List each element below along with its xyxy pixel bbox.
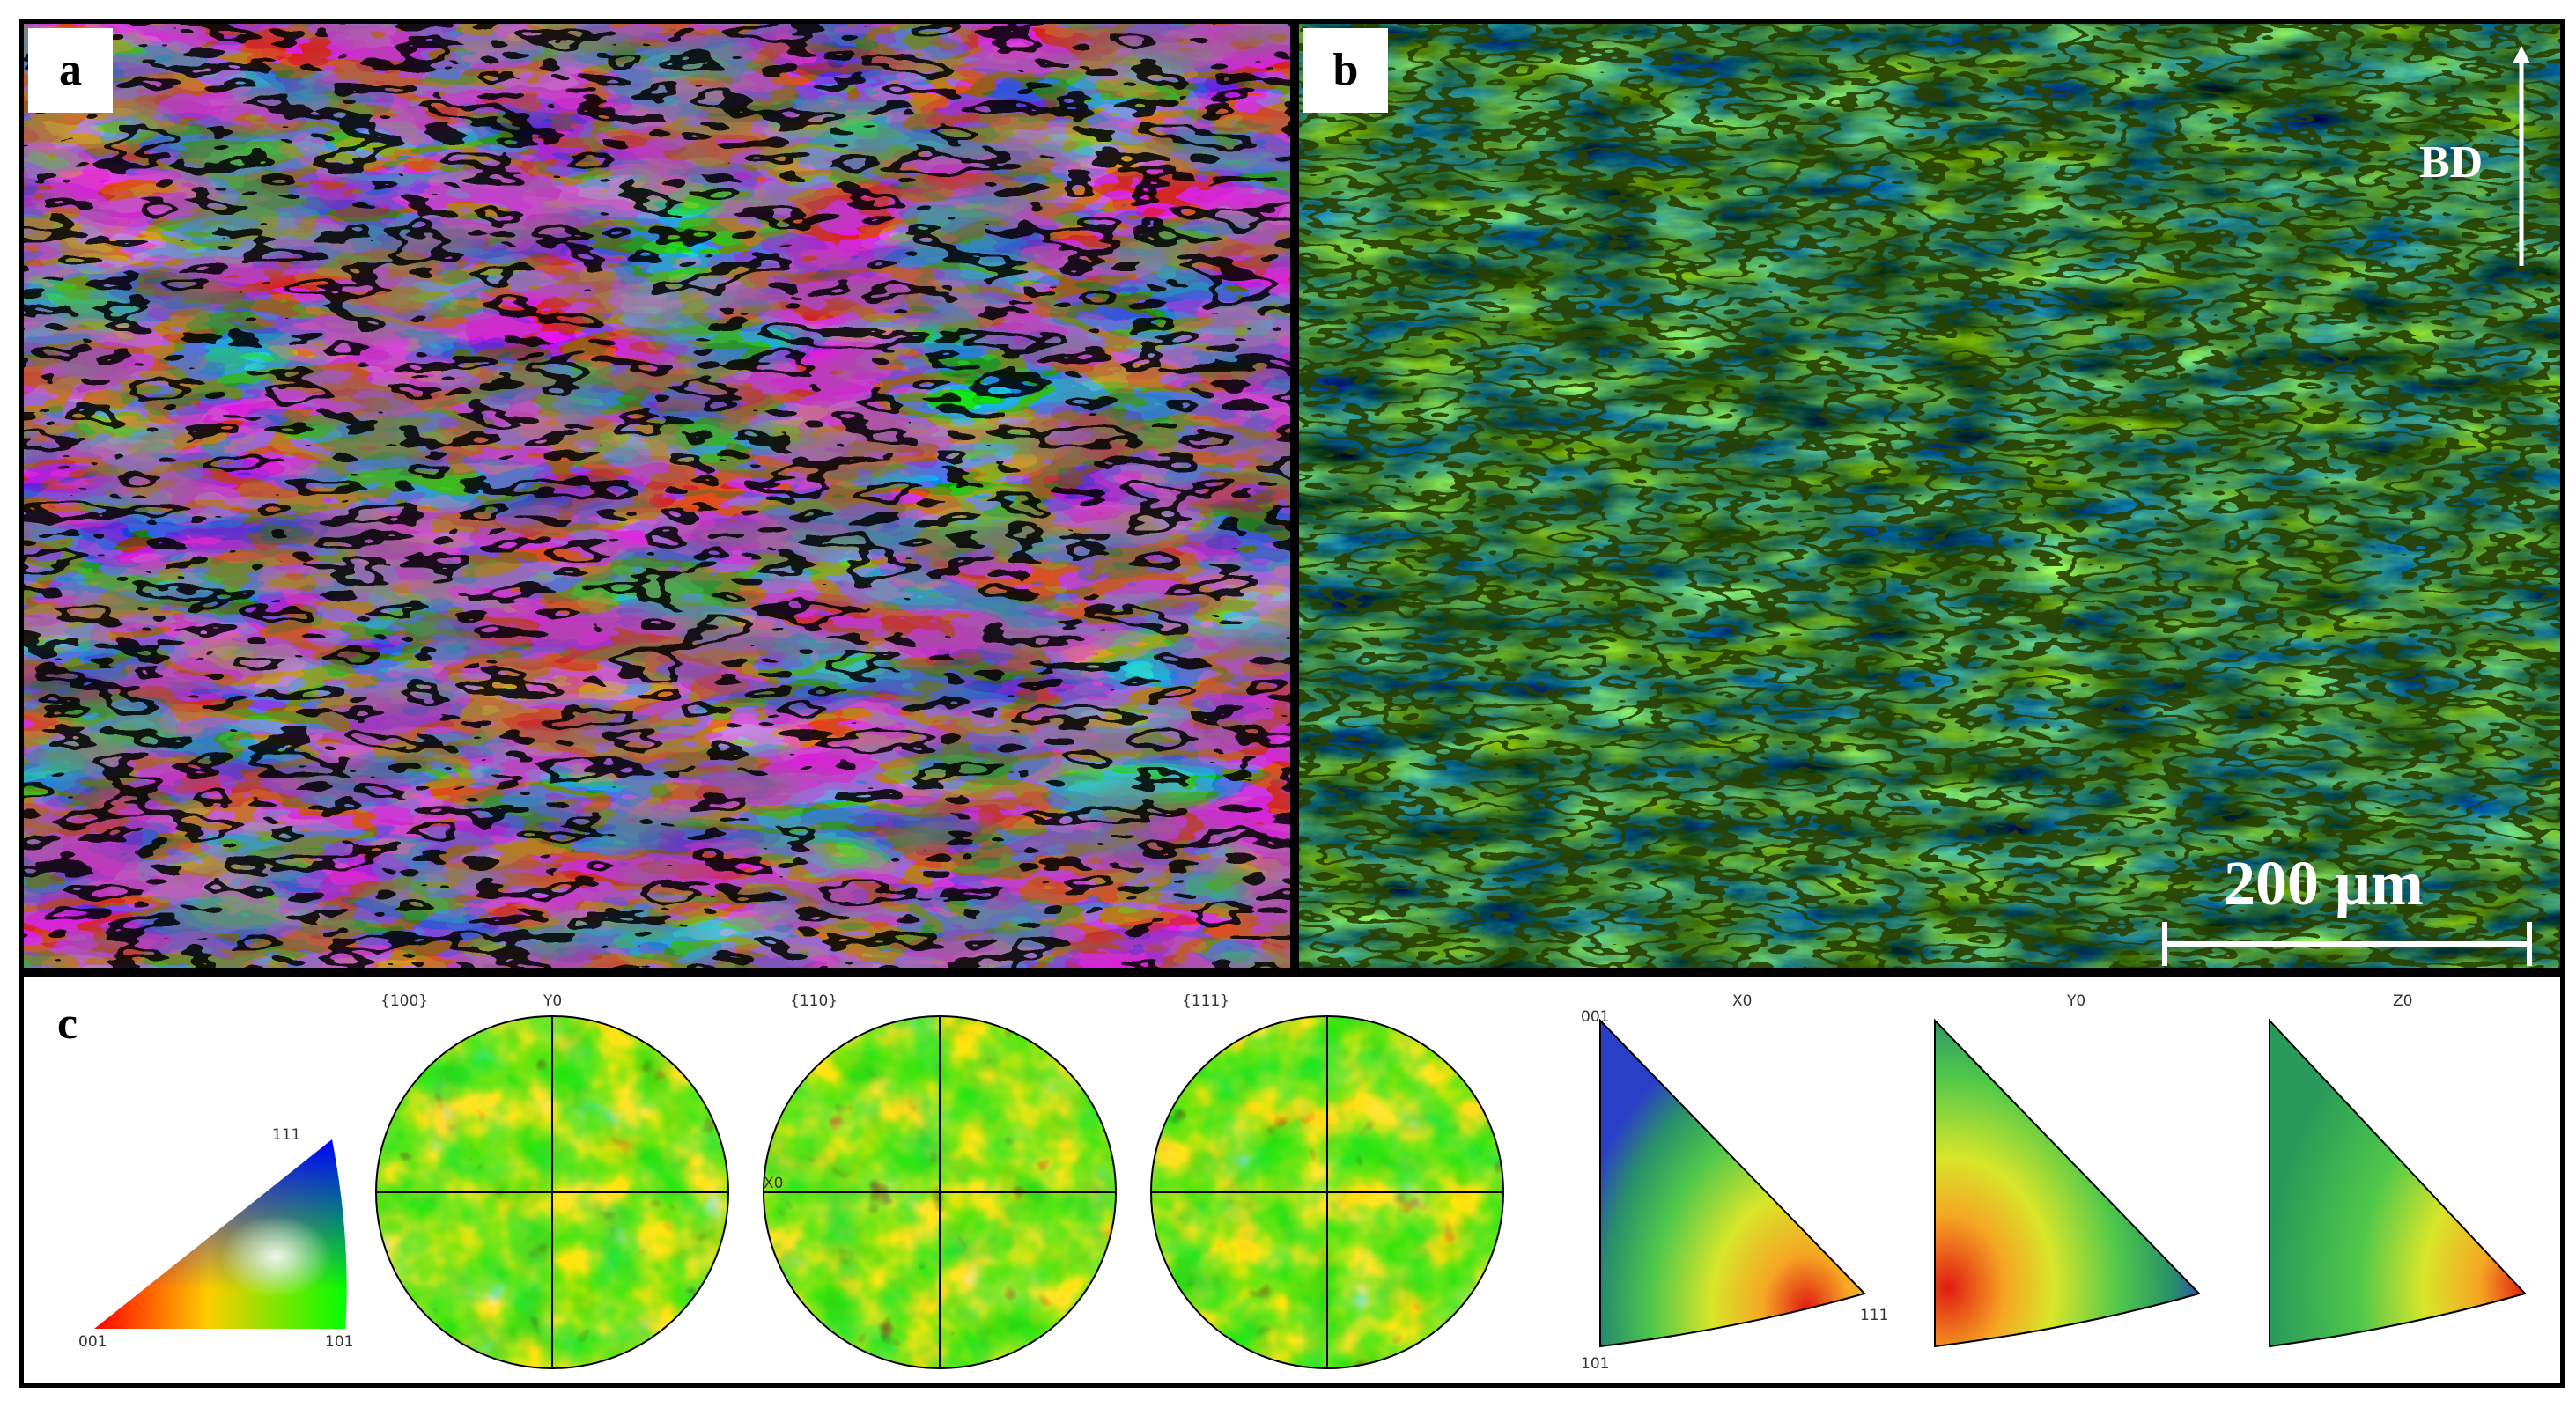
inverse-pole-figures [1599, 1018, 2527, 1348]
panel-label-c: c [57, 999, 78, 1049]
ipf-x0-corner-101: 101 [1581, 1355, 1610, 1373]
ipf-map-image [24, 24, 1290, 968]
panel-label-b: b [1303, 28, 1388, 113]
pole-figure-110 [763, 1015, 1117, 1369]
ipf-color-key [94, 1139, 347, 1329]
key-corner-101: 101 [325, 1333, 354, 1351]
pole-figure-side-axis: X0 [764, 1175, 784, 1192]
key-corner-001: 001 [78, 1333, 107, 1351]
kam-map-image [1299, 24, 2560, 968]
pole-figures [375, 1015, 1504, 1369]
ipf-x0-corner-001: 001 [1581, 1008, 1610, 1026]
ipf-x0-corner-111: 111 [1860, 1307, 1889, 1324]
key-corner-111: 111 [272, 1126, 301, 1144]
ipf-orientation-map: a [19, 19, 1295, 972]
pole-figure-top-axis: Y0 [543, 992, 563, 1010]
ipf-x0-title: X0 [1732, 992, 1753, 1010]
pole-figure-111 [1150, 1015, 1504, 1369]
pole-figure-100 [375, 1015, 729, 1369]
inverse-pole-figure-z0 [2269, 1018, 2527, 1348]
pole-figure-110-title: {110} [790, 992, 838, 1010]
inverse-pole-figure-x0 [1599, 1018, 1866, 1348]
pole-figure-111-title: {111} [1182, 992, 1230, 1010]
build-direction-label: BD [2419, 137, 2484, 188]
kam-map: b BD 200 μm [1295, 19, 2565, 972]
ipf-y0-title: Y0 [2067, 992, 2086, 1010]
inverse-pole-figure-y0 [1934, 1018, 2201, 1348]
scale-bar-label: 200 μm [2224, 848, 2424, 918]
ipf-z0-title: Z0 [2393, 992, 2413, 1010]
texture-figures: c 001 101 111 [19, 972, 2565, 1388]
pole-figure-100-title: {100} [380, 992, 429, 1010]
panel-label-a: a [28, 28, 113, 113]
